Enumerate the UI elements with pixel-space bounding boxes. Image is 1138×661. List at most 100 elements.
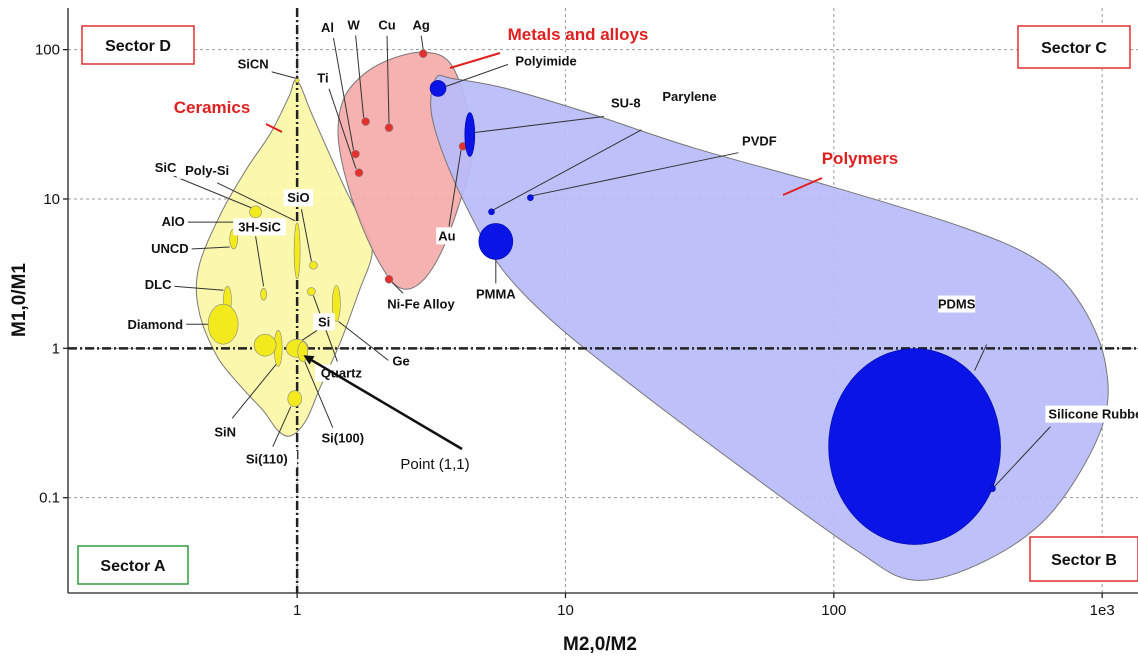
label-bg-parylene [655, 87, 724, 105]
label-bg-alo [158, 213, 188, 231]
label-sector-d: Sector D [105, 38, 171, 55]
label-au: Au [438, 228, 455, 243]
label-si: Si [318, 314, 330, 329]
point-al [351, 149, 360, 159]
label-silicone-rubber: Silicone Rubber [1048, 407, 1138, 422]
group-label-leader-ceramics [265, 123, 283, 133]
label-al: Al [321, 20, 334, 35]
point-si-100 [297, 341, 309, 362]
x-tick-label: 100 [821, 602, 846, 619]
leader-pdms [974, 344, 988, 371]
x-tick-label: 1 [293, 602, 301, 619]
box-sector-b [1029, 536, 1138, 582]
point-pvdf [527, 194, 534, 201]
leader-si-110 [272, 406, 292, 447]
point-sicn [294, 78, 300, 83]
leader-w [355, 35, 365, 118]
leader-polyimide [445, 63, 509, 87]
label-bg-w [346, 16, 361, 34]
label-bg-point-1-1 [382, 452, 488, 474]
label-sio: SiO [287, 190, 309, 205]
label-bg-al [316, 19, 339, 37]
label-cu: Cu [378, 18, 395, 33]
point-ti [354, 168, 364, 177]
point-si-110 [287, 390, 303, 407]
leader-ge [338, 320, 389, 361]
arrow-point-1-1 [303, 355, 463, 451]
annotations: Ceramics Metals and alloys Polymers Sector … [77, 25, 1138, 585]
label-pmma: PMMA [476, 286, 516, 301]
leader-dlc [173, 285, 224, 291]
label-sin: SiN [214, 424, 236, 439]
y-tick-label: 100 [35, 42, 60, 59]
label-polyimide: Polyimide [515, 53, 576, 68]
leader-ag [420, 35, 424, 50]
leader-ni-fe-alloy [390, 280, 404, 294]
label-poly-si: Poly-Si [185, 163, 229, 178]
group-label-polymers: Polymers [822, 149, 899, 168]
point-labels: SiCN Poly-Si SiC AlO UNCD 3H-SiC DLC Diamond SiO… [125, 16, 1138, 468]
label-bg-sio [283, 189, 314, 207]
label-bg-ge [389, 352, 411, 370]
leader-su-8 [474, 116, 604, 134]
label-si-100: Si(100) [321, 431, 364, 446]
leader-sicn [267, 70, 298, 80]
label-sector-c: Sector C [1041, 40, 1107, 57]
label-bg-pvdf [740, 132, 778, 150]
point-w [361, 117, 370, 126]
label-bg-silicone-rubber [1045, 405, 1138, 423]
label-diamond: Diamond [128, 317, 184, 332]
axes: 1 10 100 1e3 0.1 1 10 100 [35, 8, 1138, 619]
label-bg-dlc [145, 276, 175, 294]
point-pdms [828, 348, 1001, 545]
leader-cu [386, 35, 390, 124]
group-label-ceramics: Ceramics [174, 98, 251, 117]
x-axis-title: M2,0/M2 [563, 634, 637, 655]
point-3h-sic [260, 288, 267, 301]
box-sector-c [1017, 25, 1131, 69]
point-ni-fe-alloy [384, 274, 394, 284]
point-sio [309, 260, 318, 270]
label-bg-au [436, 227, 458, 245]
label-sic: SiC [155, 160, 177, 175]
point-poly-si [293, 222, 301, 280]
label-bg-si [313, 313, 335, 331]
data-points [207, 49, 1001, 545]
leader-3h-sic [255, 236, 265, 287]
label-parylene: Parylene [662, 89, 716, 104]
point-su-8 [464, 112, 476, 157]
group-label-leader-metals-and-alloys [449, 52, 501, 69]
point-sic [249, 205, 262, 219]
leader-uncd [190, 246, 230, 250]
leader-sio [300, 209, 312, 262]
label-alo: AlO [162, 214, 185, 229]
label-pdms: PDMS [938, 297, 976, 312]
label-bg-pdms [938, 295, 976, 313]
label-sector-b: Sector B [1051, 552, 1117, 569]
point-polyimide [429, 80, 447, 97]
label-sicn: SiCN [238, 57, 269, 72]
label-ni-fe-alloy: Ni-Fe Alloy [387, 296, 455, 311]
leader-sic [173, 175, 252, 209]
label-quartz: Quartz [321, 366, 363, 381]
point-cu [384, 123, 394, 133]
y-tick-label: 1 [52, 340, 60, 357]
label-bg-polyimide [507, 52, 585, 70]
leader-au [448, 150, 462, 227]
group-label-leader-polymers [782, 177, 823, 196]
y-tick-label: 0.1 [39, 490, 60, 507]
region-polymers [430, 74, 1109, 581]
leader-poly-si [216, 182, 296, 222]
label-bg-ti [312, 69, 334, 87]
label-bg-ag [410, 16, 433, 34]
leader-sin [231, 364, 277, 419]
leader-si-100 [304, 361, 334, 428]
label-bg-poly-si [176, 161, 238, 179]
y-axis-title: M1,0/M1 [9, 263, 30, 337]
label-bg-pmma [477, 285, 515, 303]
y-tick-label: 10 [43, 191, 60, 208]
point-parylene [488, 208, 495, 216]
label-bg-si-110 [236, 450, 298, 468]
label-dlc: DLC [145, 277, 172, 292]
